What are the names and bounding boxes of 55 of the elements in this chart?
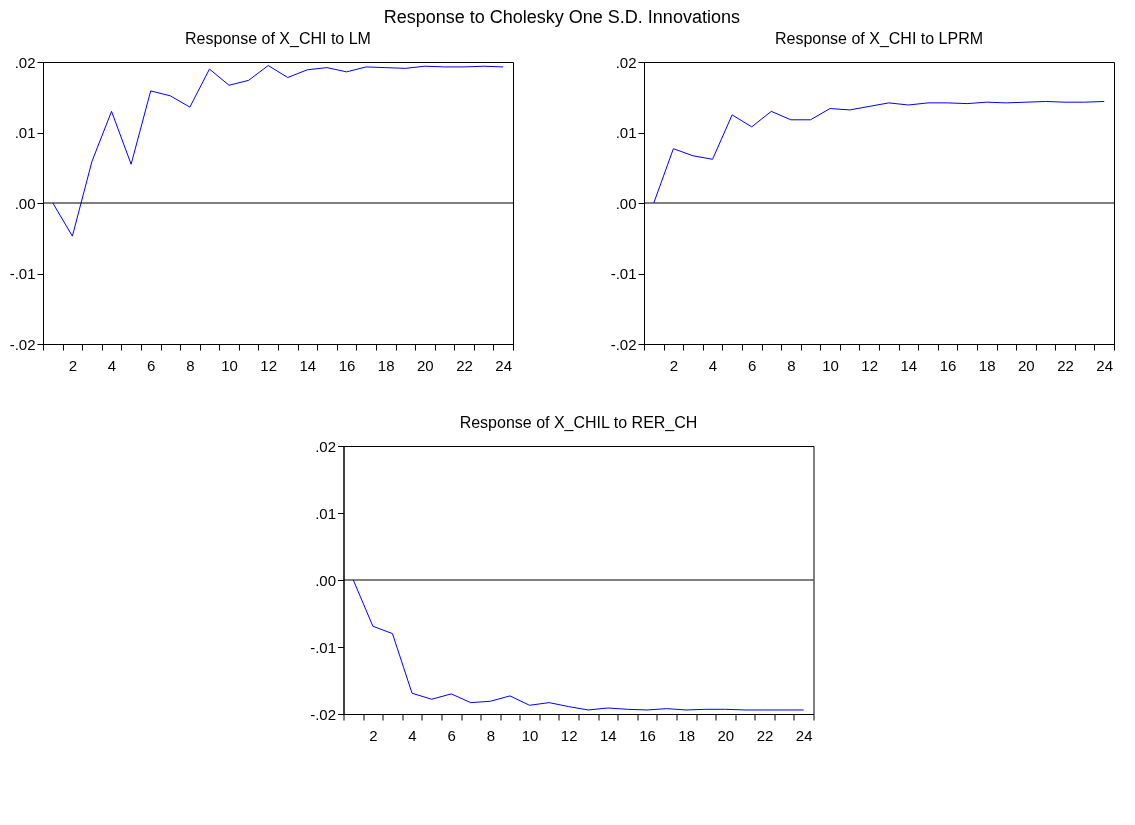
x-tick-label: 14 [600,726,617,744]
x-tick-label: 14 [900,356,918,374]
x-tick-label: 8 [486,726,496,744]
y-tick-label: -.02 [9,335,36,353]
x-tick-label: 2 [369,726,378,744]
y-tick-label: -.01 [9,265,36,282]
y-tick-label: .02 [615,53,637,71]
y-tick-label: -.01 [610,265,637,282]
y-tick-label: .01 [315,504,336,522]
y-tick-label: -.01 [310,638,336,656]
text: Response to Cholesky One S.D. Innovations [383,6,740,27]
x-tick-label: 10 [822,356,839,374]
x-tick-label: 10 [521,726,539,744]
x-tick-label: 22 [1057,356,1074,374]
x-tick-label: 12 [560,726,578,744]
chart-title: Response of X_CHIL to RER_CH [459,414,698,432]
x-tick-label: 24 [795,726,813,744]
y-tick-label: .01 [14,124,36,141]
x-tick-label: 24 [495,356,513,374]
x-tick-label: 12 [260,356,278,374]
x-tick-label: 8 [787,356,796,374]
chart-title: Response of X_CHI to LM [185,30,371,48]
x-tick-label: 2 [68,356,78,374]
x-tick-label: 18 [377,356,395,374]
y-tick-label: .01 [615,124,637,141]
x-tick-label: 20 [417,356,434,374]
x-tick-label: 22 [756,726,774,744]
chart-title: Response of X_CHI to LPRM [774,30,984,48]
x-tick-label: 4 [408,726,417,744]
x-tick-label: 12 [861,356,879,374]
y-tick-label: -.02 [610,335,637,353]
x-tick-label: 24 [1096,356,1114,374]
x-tick-label: 20 [717,726,735,744]
y-tick-label: .02 [315,437,336,455]
y-tick-label: .00 [14,194,36,212]
x-tick-label: 20 [1018,356,1035,374]
y-tick-label: .00 [315,571,336,589]
y-tick-label: -.02 [310,705,336,723]
x-tick-label: 6 [447,726,456,744]
x-tick-label: 10 [221,356,238,374]
x-tick-label: 18 [978,356,996,374]
x-tick-label: 4 [708,356,718,374]
x-tick-label: 22 [456,356,473,374]
x-tick-label: 16 [639,726,656,744]
x-tick-label: 18 [678,726,696,744]
y-tick-label: .02 [14,53,36,71]
x-tick-label: 6 [147,356,156,374]
x-tick-label: 2 [669,356,679,374]
x-tick-label: 16 [338,356,356,374]
x-tick-label: 4 [107,356,117,374]
x-tick-label: 14 [299,356,317,374]
x-tick-label: 16 [939,356,957,374]
x-tick-label: 6 [748,356,757,374]
x-tick-label: 8 [186,356,195,374]
y-tick-label: .00 [615,194,637,212]
